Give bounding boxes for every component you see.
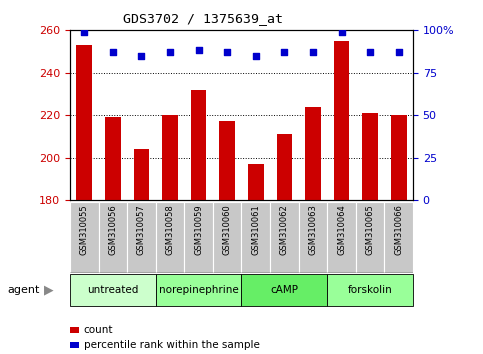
Text: GSM310056: GSM310056 [108, 204, 117, 255]
Text: forskolin: forskolin [348, 285, 393, 295]
Text: GSM310060: GSM310060 [223, 204, 232, 255]
Point [338, 29, 345, 35]
Bar [270, 202, 298, 273]
Bar [242, 274, 327, 306]
Text: norepinephrine: norepinephrine [159, 285, 239, 295]
Text: GSM310059: GSM310059 [194, 204, 203, 255]
Text: GSM310066: GSM310066 [394, 204, 403, 255]
Bar [334, 41, 349, 200]
Text: GSM310055: GSM310055 [80, 204, 89, 255]
Bar [248, 164, 264, 200]
Text: GSM310062: GSM310062 [280, 204, 289, 255]
Bar [327, 274, 413, 306]
Point [252, 53, 260, 58]
Bar [242, 202, 270, 273]
Bar [105, 117, 121, 200]
Text: agent: agent [7, 285, 40, 295]
Bar [219, 121, 235, 200]
Point [309, 49, 317, 55]
Text: GSM310065: GSM310065 [366, 204, 375, 255]
Text: ▶: ▶ [43, 284, 53, 297]
Bar [356, 202, 384, 273]
Point [109, 49, 117, 55]
Text: GSM310064: GSM310064 [337, 204, 346, 255]
Point [166, 49, 174, 55]
Bar [156, 274, 242, 306]
Text: GSM310061: GSM310061 [251, 204, 260, 255]
Text: GSM310057: GSM310057 [137, 204, 146, 255]
Bar [99, 202, 127, 273]
Bar [384, 202, 413, 273]
Bar [156, 202, 185, 273]
Text: percentile rank within the sample: percentile rank within the sample [84, 340, 259, 350]
Text: GDS3702 / 1375639_at: GDS3702 / 1375639_at [123, 12, 283, 25]
Bar [213, 202, 242, 273]
Text: GSM310063: GSM310063 [309, 204, 317, 255]
Text: cAMP: cAMP [270, 285, 298, 295]
Bar [362, 113, 378, 200]
Point [223, 49, 231, 55]
Point [281, 49, 288, 55]
Bar [134, 149, 149, 200]
Bar [327, 202, 356, 273]
Text: GSM310058: GSM310058 [166, 204, 174, 255]
Bar [70, 202, 99, 273]
Bar [391, 115, 407, 200]
Text: untreated: untreated [87, 285, 139, 295]
Bar [276, 134, 292, 200]
Bar [191, 90, 207, 200]
Bar [185, 202, 213, 273]
Bar [162, 115, 178, 200]
Bar [298, 202, 327, 273]
Point [138, 53, 145, 58]
Bar [70, 274, 156, 306]
Text: count: count [84, 325, 113, 335]
Point [366, 49, 374, 55]
Bar [76, 45, 92, 200]
Bar [127, 202, 156, 273]
Point [395, 49, 402, 55]
Point [81, 29, 88, 35]
Point [195, 48, 202, 53]
Bar [305, 107, 321, 200]
